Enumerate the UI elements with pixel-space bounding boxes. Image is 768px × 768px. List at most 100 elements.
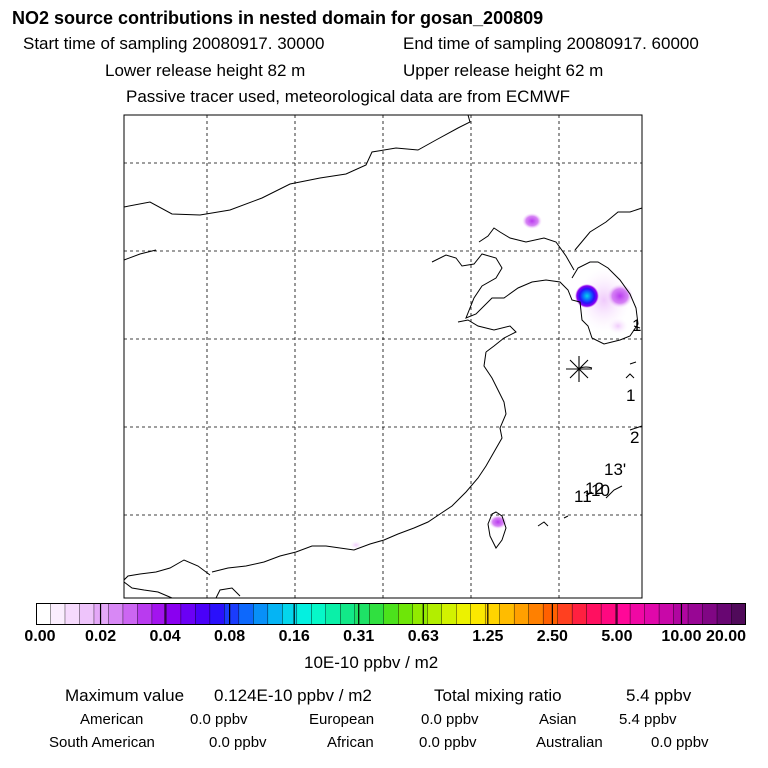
colorbar-cell (93, 603, 109, 625)
receptor-asterisk-icon (566, 356, 592, 382)
colorbar-cell (64, 603, 80, 625)
colorbar-cell (542, 603, 559, 625)
plume-korea-south (608, 318, 628, 334)
colorbar-tick-label: 5.00 (601, 628, 633, 645)
map-label: 11 (574, 487, 592, 506)
colorbar-cell (180, 603, 196, 625)
colorbar-cell (687, 603, 704, 625)
colorbar-tick-label: 1.25 (472, 628, 504, 645)
colorbar-cell (731, 603, 746, 625)
region-name: American (80, 711, 144, 728)
colorbar-tick-label: 0.00 (24, 628, 56, 645)
map-label: 12 (585, 479, 604, 498)
max-value: 0.124E-10 ppbv / m2 (214, 686, 372, 705)
plume-korea-core (607, 284, 633, 308)
colorbar-cell (557, 603, 573, 625)
total-mixing-value: 5.4 ppbv (626, 686, 692, 705)
colorbar-cell (528, 603, 544, 625)
plume-north (522, 213, 542, 229)
colorbar-cell (456, 603, 472, 625)
max-value-label: Maximum value (65, 686, 185, 705)
lower-release-height: Lower release height 82 m (105, 61, 306, 80)
region-value: 0.0 ppbv (421, 711, 479, 728)
start-time: Start time of sampling 20080917. 30000 (23, 34, 325, 53)
colorbar-cell (238, 603, 254, 625)
total-mixing-label: Total mixing ratio (434, 686, 562, 705)
colorbar-cell (615, 603, 631, 625)
map-label: 13' (604, 460, 626, 479)
map-label: 1 (626, 386, 635, 405)
upper-release-height: Upper release height 62 m (403, 61, 604, 80)
region-value: 5.4 ppbv (619, 711, 677, 728)
region-value: 0.0 ppbv (209, 734, 267, 751)
colorbar-cell (398, 603, 414, 625)
colorbar-cell (702, 603, 718, 625)
figure-title: NO2 source contributions in nested domai… (12, 8, 544, 28)
colorbar-cell (282, 603, 298, 625)
colorbar-cell (383, 603, 399, 625)
colorbar-cell (108, 603, 124, 625)
colorbar-tick-label: 0.16 (278, 628, 310, 645)
colorbar-cell (311, 603, 327, 625)
trajectory-labels: 1 1 2 13' 12 10 11 (574, 316, 641, 506)
colorbar-cell (441, 603, 457, 625)
colorbar-cell (340, 603, 356, 625)
map-label: 10 (591, 481, 610, 500)
colorbar-cell (137, 603, 153, 625)
plume-max (575, 284, 599, 308)
colorbar-cell (36, 603, 51, 625)
colorbar-cell (325, 603, 341, 625)
colorbar-cell (209, 603, 225, 625)
colorbar-cell (79, 603, 95, 625)
plume-korea-diffuse (578, 268, 630, 332)
colorbar-tick-label: 2.50 (536, 628, 568, 645)
colorbar (36, 603, 746, 625)
colorbar-cell (571, 603, 588, 625)
lat-lon-grid (124, 115, 642, 598)
region-name: African (327, 734, 374, 751)
colorbar-cell (354, 603, 370, 625)
region-name: Australian (536, 734, 603, 751)
region-name: Asian (539, 711, 577, 728)
colorbar-tick-label: 0.02 (84, 628, 117, 645)
colorbar-cell (629, 603, 646, 625)
colorbar-tick-label: 10.00 (661, 628, 702, 645)
tracer-note: Passive tracer used, meteorological data… (126, 87, 571, 106)
colorbar-cell (369, 603, 385, 625)
colorbar-cell (195, 603, 211, 625)
region-name: European (309, 711, 375, 728)
colorbar-cell (658, 603, 675, 625)
region-value: 0.0 ppbv (419, 734, 477, 751)
end-time: End time of sampling 20080917. 60000 (403, 34, 699, 53)
colorbar-cell (166, 603, 182, 625)
coastlines (123, 114, 643, 599)
colorbar-cell (716, 603, 733, 625)
concentration-field (350, 213, 633, 549)
colorbar-cell (267, 603, 283, 625)
colorbar-cell (122, 603, 138, 625)
colorbar-cell (644, 603, 660, 625)
colorbar-tick-label: 0.31 (343, 628, 375, 645)
colorbar-cell (586, 603, 602, 625)
region-value: 0.0 ppbv (190, 711, 248, 728)
map-label: 1 (632, 316, 641, 335)
colorbar-tick-label: 0.04 (149, 628, 181, 645)
colorbar-cell (253, 603, 269, 625)
colorbar-cell (50, 603, 66, 625)
colorbar-unit: 10E-10 ppbv / m2 (304, 653, 439, 672)
colorbar-tick-label: 20.00 (705, 628, 747, 645)
region-name: South American (49, 734, 155, 751)
plume-south-china (350, 541, 362, 549)
map-label: 2 (630, 428, 639, 447)
colorbar-cell (412, 603, 428, 625)
colorbar-cell (600, 603, 617, 625)
colorbar-cell (224, 603, 240, 625)
colorbar-cell (499, 603, 515, 625)
colorbar-tick-label: 0.63 (407, 628, 439, 645)
colorbar-cell (427, 603, 443, 625)
colorbar-tick-label: 0.08 (214, 628, 246, 645)
colorbar-cell (470, 603, 486, 625)
region-value: 0.0 ppbv (651, 734, 709, 751)
colorbar-cell (513, 603, 530, 625)
